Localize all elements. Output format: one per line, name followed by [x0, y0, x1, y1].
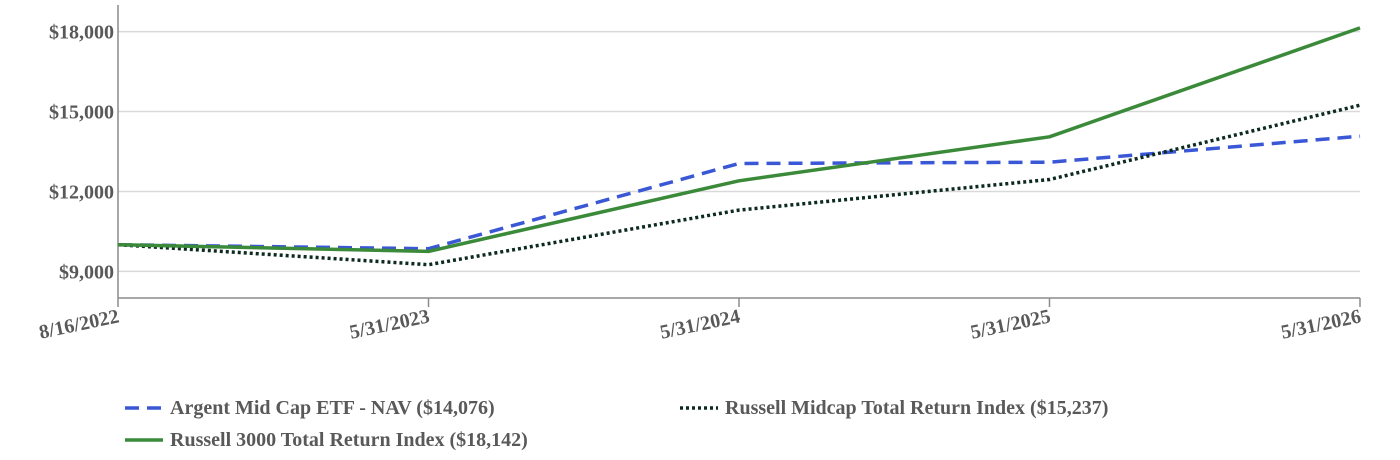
y-tick-label: $12,000 [49, 181, 114, 203]
y-tick-label: $18,000 [49, 22, 114, 44]
y-tick-label: $9,000 [59, 261, 114, 283]
legend-label-0: Argent Mid Cap ETF - NAV ($14,076) [170, 397, 495, 419]
x-tick-label: 5/31/2024 [658, 305, 742, 343]
series-line-1 [117, 103, 1361, 267]
series-line-2 [117, 26, 1361, 254]
legend: Argent Mid Cap ETF - NAV ($14,076) Russel… [125, 397, 1108, 451]
axes: $9,000 $12,000 $15,000 $18,000 8/16/2022 5/31… [37, 5, 1363, 344]
legend-label-1: Russell Midcap Total Return Index ($15,2… [725, 397, 1108, 419]
x-tick-label: 5/31/2026 [1279, 305, 1363, 343]
gridlines [118, 30, 1360, 273]
x-tick-label: 5/31/2023 [348, 305, 432, 343]
series-line-0 [117, 134, 1361, 251]
legend-label-2: Russell 3000 Total Return Index ($18,142… [170, 429, 528, 451]
series-lines [117, 26, 1361, 267]
x-tick-label: 8/16/2022 [37, 305, 121, 343]
x-tick-label: 5/31/2025 [969, 305, 1053, 343]
y-tick-label: $15,000 [49, 102, 114, 124]
